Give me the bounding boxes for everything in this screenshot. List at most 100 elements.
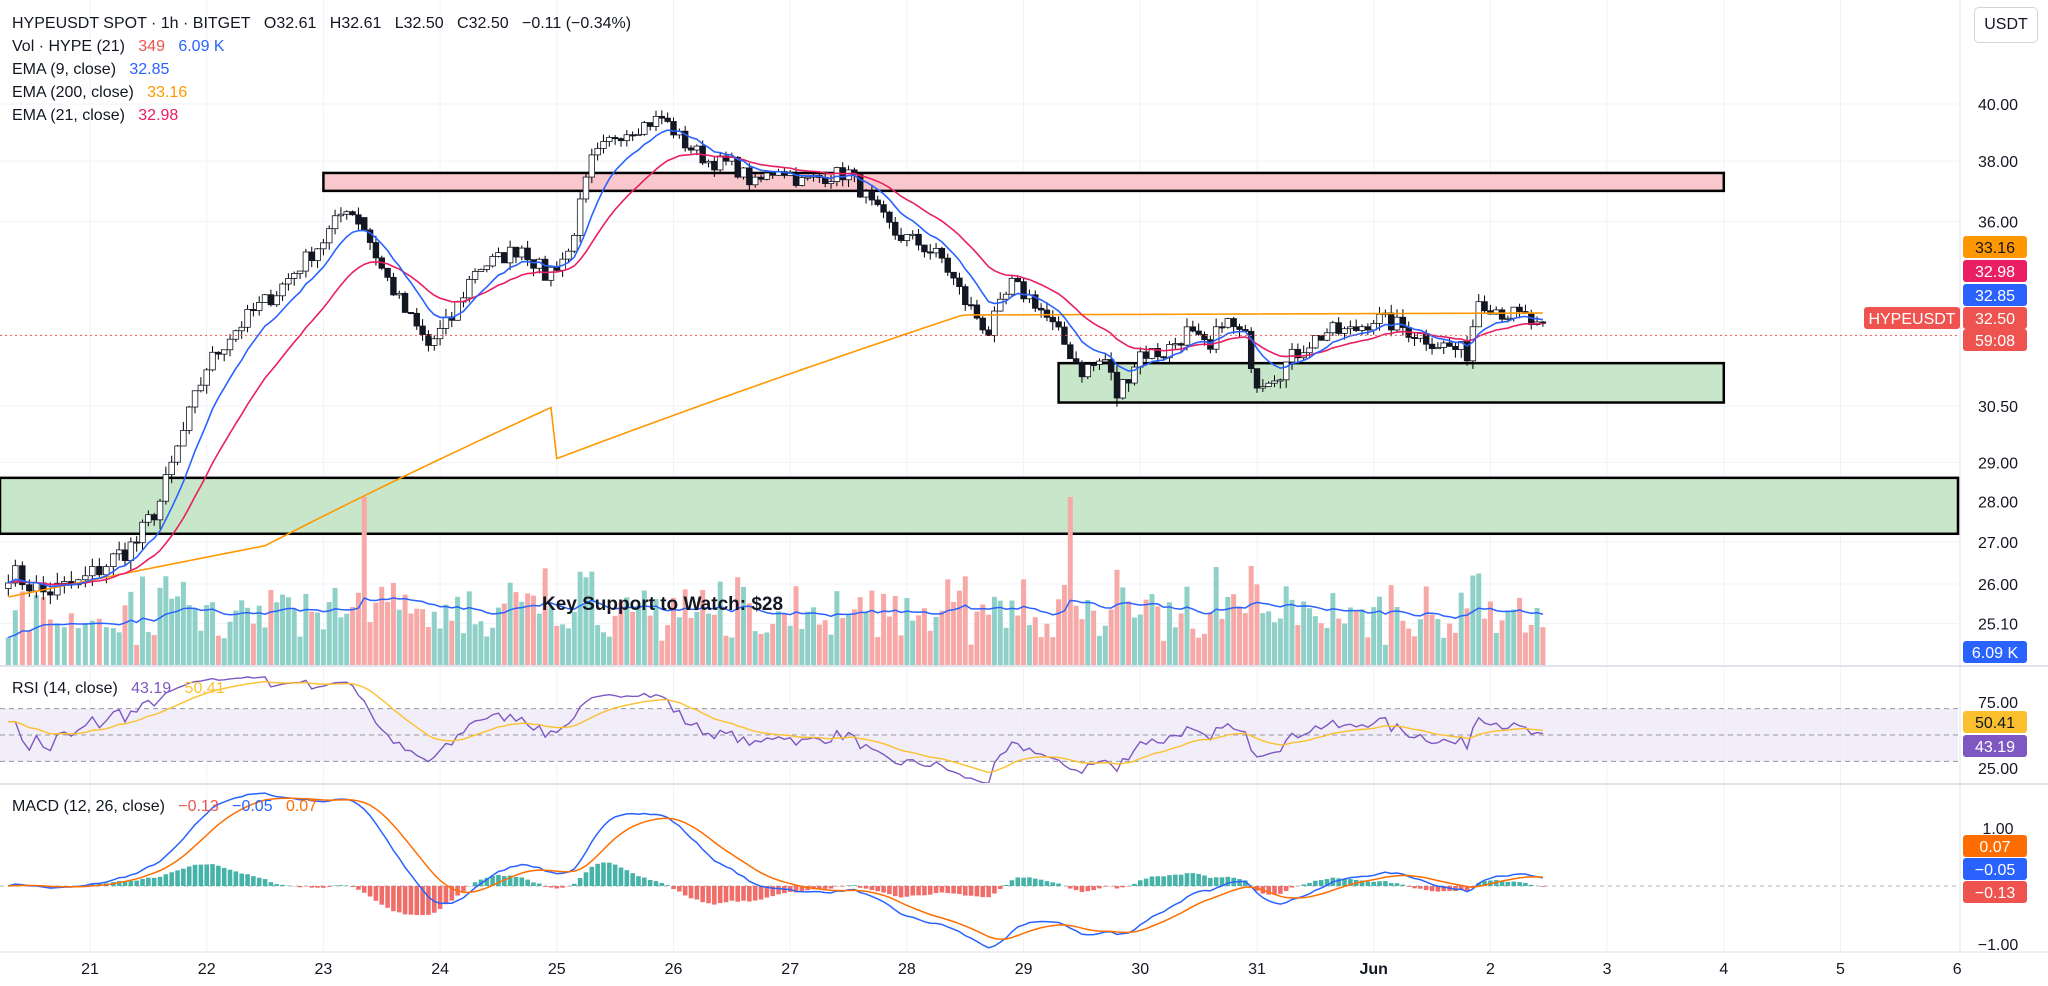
candle-body bbox=[979, 317, 986, 331]
candle-body bbox=[1142, 351, 1150, 359]
volume-bar bbox=[1458, 592, 1464, 665]
volume-value: 349 bbox=[138, 38, 165, 55]
volume-bar bbox=[239, 600, 245, 665]
symbol-title[interactable]: HYPEUSDT SPOT · 1h · BITGET bbox=[12, 15, 251, 32]
candle-body bbox=[827, 181, 835, 184]
volume-bar bbox=[1377, 596, 1383, 665]
candle-body bbox=[921, 244, 928, 253]
candle-body bbox=[915, 233, 922, 246]
candle-body bbox=[1020, 281, 1027, 300]
symbol-badge: HYPEUSDT bbox=[1868, 311, 1955, 328]
macd-histogram-bar bbox=[904, 886, 910, 897]
volume-bar bbox=[600, 632, 606, 665]
price-tick-label: 40.00 bbox=[1978, 97, 2018, 114]
candle-body bbox=[191, 390, 199, 408]
volume-bar bbox=[1190, 628, 1196, 665]
volume-bar bbox=[956, 590, 962, 665]
candle-body bbox=[629, 134, 636, 137]
candle-body bbox=[1230, 318, 1237, 328]
macd-histogram-bar bbox=[1418, 886, 1423, 889]
macd-histogram-bar bbox=[1009, 880, 1015, 886]
volume-legend[interactable]: Vol · HYPE (21) 349 6.09 K bbox=[12, 35, 225, 58]
macd-histogram-bar bbox=[501, 876, 507, 886]
volume-bar bbox=[1365, 637, 1371, 665]
macd-histogram-bar bbox=[122, 881, 128, 886]
candle-body bbox=[1043, 309, 1051, 318]
candle-body bbox=[291, 273, 298, 279]
time-tick-label: 6 bbox=[1953, 961, 1962, 978]
candle-body bbox=[1049, 316, 1056, 323]
candle-body bbox=[524, 247, 531, 261]
countdown-badge-bg bbox=[1963, 329, 2027, 351]
candle-body bbox=[646, 122, 654, 127]
macd-histogram-bar bbox=[1342, 878, 1347, 886]
macd-histogram-bar bbox=[653, 881, 659, 886]
macd-histogram-bar bbox=[1371, 881, 1376, 886]
volume-bar bbox=[630, 611, 636, 665]
volume-bar bbox=[361, 497, 367, 665]
macd-histogram-bar bbox=[332, 885, 338, 886]
volume-bar bbox=[1021, 579, 1027, 665]
volume-bar bbox=[1493, 633, 1499, 665]
volume-bar bbox=[892, 596, 898, 665]
candle-body bbox=[716, 155, 724, 171]
macd-histogram-bar bbox=[1027, 877, 1032, 886]
volume-bar bbox=[26, 630, 32, 665]
volume-bar bbox=[1307, 608, 1313, 665]
candle-body bbox=[1446, 342, 1453, 347]
macd-histogram-bar bbox=[1167, 875, 1172, 886]
candle-body bbox=[751, 176, 759, 186]
candle-body bbox=[1090, 364, 1097, 367]
candle-body bbox=[1265, 382, 1272, 387]
macd-histogram-bar bbox=[531, 882, 536, 886]
symbol-legend[interactable]: HYPEUSDT SPOT · 1h · BITGET O32.61 H32.6… bbox=[12, 12, 631, 35]
volume-bar bbox=[735, 577, 741, 665]
candle-body bbox=[1177, 343, 1185, 346]
volume-bar bbox=[560, 624, 566, 665]
candle-body bbox=[769, 172, 776, 176]
volume-bar bbox=[980, 604, 986, 665]
candle-body bbox=[571, 235, 578, 252]
macd-histogram-bar bbox=[280, 884, 285, 886]
macd-histogram-bar bbox=[817, 886, 822, 889]
volume-bar bbox=[711, 614, 717, 665]
rsi-tick-label: 75.00 bbox=[1978, 695, 2018, 712]
macd-histogram-bar bbox=[1482, 881, 1487, 886]
macd-histogram-bar bbox=[134, 880, 139, 886]
candle-body bbox=[238, 326, 245, 332]
macd-histogram-bar bbox=[694, 886, 700, 900]
candle-body bbox=[956, 277, 963, 288]
volume-bar bbox=[1499, 620, 1505, 665]
macd-histogram-bar bbox=[671, 886, 676, 890]
candle-body bbox=[1107, 359, 1115, 373]
ema200-legend[interactable]: EMA (200, close) 33.16 bbox=[12, 81, 187, 104]
candle-body bbox=[203, 369, 210, 386]
macd-histogram-bar bbox=[1173, 874, 1178, 886]
macd-histogram-bar bbox=[227, 869, 233, 886]
currency-button[interactable]: USDT bbox=[1974, 7, 2038, 43]
ema9-legend[interactable]: EMA (9, close) 32.85 bbox=[12, 58, 169, 81]
volume-bar bbox=[548, 606, 554, 665]
price-axis[interactable]: 40.00 38.00 36.00 30.50 29.00 28.00 27.00 26.00… bbox=[1978, 97, 2019, 954]
macd-legend[interactable]: MACD (12, 26, close) −0.13 −0.05 0.07 bbox=[12, 795, 317, 818]
volume-bar bbox=[1452, 632, 1458, 665]
volume-bar bbox=[250, 623, 256, 665]
candle-body bbox=[419, 325, 426, 335]
candle-body bbox=[1072, 358, 1080, 363]
volume-bar bbox=[472, 624, 478, 665]
pane-dividers[interactable] bbox=[0, 0, 2048, 953]
macd-histogram-bar bbox=[916, 886, 921, 896]
candle-body bbox=[681, 130, 689, 149]
volume-bar bbox=[344, 613, 350, 665]
ema21-legend[interactable]: EMA (21, close) 32.98 bbox=[12, 104, 178, 127]
rsi-legend[interactable]: RSI (14, close) 43.19 50.41 bbox=[12, 677, 225, 700]
volume-bar bbox=[618, 602, 624, 665]
macd-histogram-bar bbox=[431, 886, 437, 913]
volume-bar bbox=[1260, 613, 1266, 665]
time-axis[interactable]: 21 22 23 24 25 26 27 28 29 30 31 Jun 2 3 4 5 6 bbox=[81, 961, 1962, 978]
macd-histogram-bar bbox=[1091, 886, 1096, 891]
volume-bar bbox=[175, 596, 181, 665]
macd-histogram-bar bbox=[1102, 886, 1108, 887]
macd-tick-label: 1.00 bbox=[1982, 821, 2013, 838]
